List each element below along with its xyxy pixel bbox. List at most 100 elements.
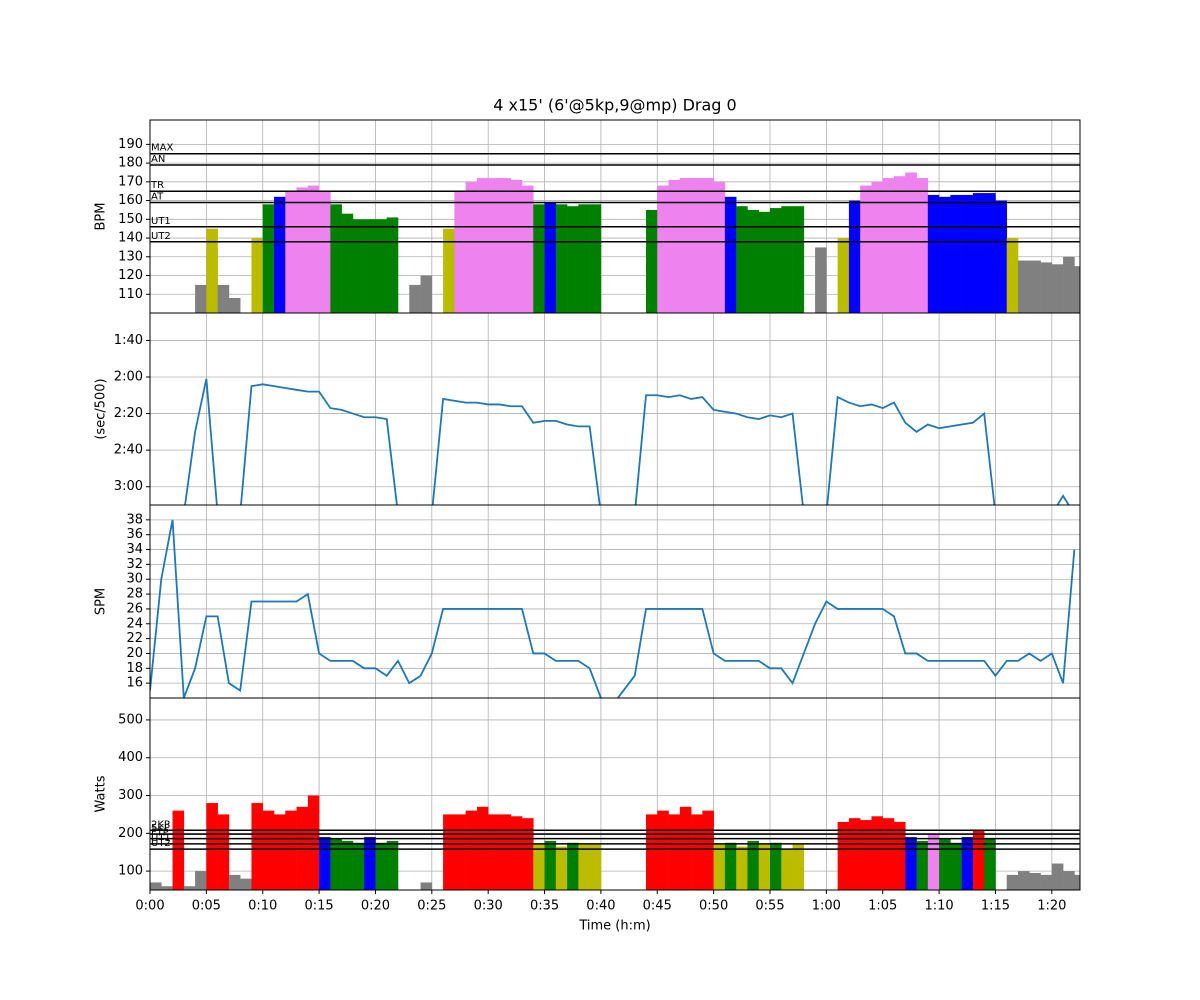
axes-frame: [149, 697, 1081, 891]
bar: [274, 814, 286, 890]
zone-label: TR: [150, 180, 164, 191]
y-tick-label: 190: [118, 137, 143, 152]
axes-frame: [149, 312, 1081, 506]
bar: [228, 298, 241, 313]
y-tick-label: 2:00: [114, 370, 143, 385]
bar: [195, 871, 207, 890]
x-tick-label: 0:30: [474, 899, 503, 914]
bar: [533, 844, 545, 890]
bar: [465, 181, 478, 313]
bar: [589, 844, 602, 890]
x-tick-label: 0:10: [248, 899, 277, 914]
bar: [544, 202, 557, 313]
bar: [375, 842, 388, 890]
bar: [961, 837, 974, 890]
bar: [1051, 863, 1064, 890]
bar: [1006, 874, 1019, 890]
bar: [488, 178, 500, 313]
y-tick-label: 22: [126, 631, 143, 646]
bar: [443, 814, 455, 890]
x-axis-label: Time (h:m): [578, 919, 650, 934]
y-tick-label: 400: [118, 750, 143, 765]
bar: [668, 179, 681, 313]
bar: [702, 178, 714, 313]
bar: [1029, 260, 1041, 313]
zone-label: UT1: [151, 833, 171, 844]
bar: [713, 181, 726, 313]
bar: [724, 842, 737, 890]
bar: [984, 193, 996, 313]
bar: [848, 818, 861, 890]
x-tick-label: 1:15: [981, 899, 1010, 914]
bar: [161, 886, 173, 890]
bar: [228, 874, 241, 890]
zone-label: FTP: [151, 828, 169, 839]
bar: [555, 204, 568, 313]
bar: [747, 840, 760, 890]
bar: [217, 814, 230, 890]
bar: [307, 795, 320, 890]
bar: [882, 818, 895, 890]
bar: [758, 844, 771, 890]
bar: [195, 284, 207, 313]
bar: [240, 878, 252, 890]
bar: [939, 196, 951, 313]
chart-title: 4 x15' (6'@5kp,9@mp) Drag 0: [493, 96, 736, 115]
y-tick-label: 2:20: [114, 406, 143, 421]
y-tick-label: 1:40: [114, 333, 143, 348]
y-axis-label: Watts: [94, 775, 109, 812]
bar: [150, 882, 162, 890]
bar: [510, 816, 523, 890]
bar: [352, 219, 365, 313]
bar: [206, 803, 218, 890]
y-tick-label: 34: [126, 542, 143, 557]
bar: [555, 846, 568, 890]
x-tick-label: 1:20: [1037, 899, 1066, 914]
bar: [319, 837, 331, 890]
zone-label: AT: [151, 191, 164, 202]
y-tick-label: 100: [118, 864, 143, 879]
plot-area: [150, 505, 1080, 698]
bar: [972, 829, 985, 890]
bar: [679, 806, 692, 890]
bar: [792, 844, 805, 890]
bar: [679, 178, 692, 313]
line: [184, 378, 1070, 505]
bar: [646, 209, 658, 313]
bar: [476, 806, 489, 890]
x-tick-label: 0:25: [417, 899, 446, 914]
bar: [1063, 256, 1075, 313]
y-tick-label: 30: [126, 572, 143, 587]
bar: [488, 814, 500, 890]
bar: [375, 219, 388, 313]
x-tick-label: 0:50: [699, 899, 728, 914]
bar: [285, 810, 297, 890]
bar: [736, 846, 748, 890]
bar: [476, 178, 489, 313]
bar: [386, 217, 399, 313]
bar: [724, 196, 737, 313]
bar: [950, 194, 962, 313]
bar: [657, 810, 669, 890]
bar: [758, 211, 771, 313]
y-axis-label: (sec/500): [94, 378, 109, 439]
bar: [319, 191, 331, 313]
zone-label: 2KP: [151, 819, 170, 830]
x-tick-label: 0:20: [361, 899, 390, 914]
line: [150, 519, 1076, 698]
bar: [770, 842, 782, 890]
bar: [860, 820, 872, 890]
bar: [950, 842, 962, 890]
bar: [330, 838, 342, 890]
y-tick-label: 160: [118, 193, 143, 208]
x-tick-label: 0:15: [304, 899, 333, 914]
y-tick-label: 26: [126, 601, 143, 616]
bar: [1006, 238, 1019, 313]
bar: [972, 193, 985, 313]
bar: [1040, 262, 1053, 313]
bar: [882, 178, 895, 313]
y-tick-label: 150: [118, 212, 143, 227]
bar: [296, 806, 309, 890]
bar: [341, 840, 354, 890]
